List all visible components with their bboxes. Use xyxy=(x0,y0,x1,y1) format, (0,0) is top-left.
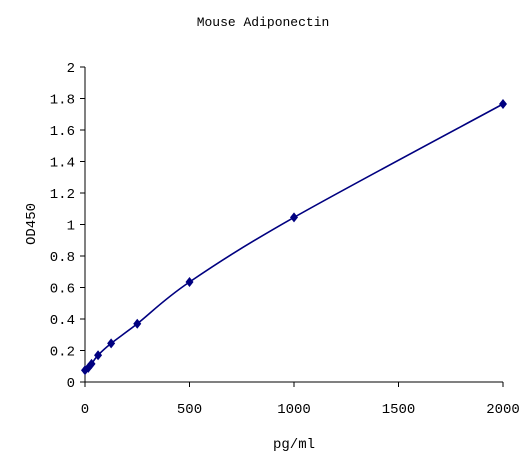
data-point xyxy=(94,350,103,361)
x-tick-label: 1500 xyxy=(382,402,416,418)
data-point xyxy=(290,212,298,223)
y-tick-label: 0.8 xyxy=(50,250,75,266)
y-tick-label: 0.6 xyxy=(50,282,75,298)
y-tick-label: 1.6 xyxy=(50,124,75,140)
data-point xyxy=(133,318,142,329)
y-ticks: 0 0.2 0.4 0.6 0.8 1 1.2 1.4 1.6 1.8 2 xyxy=(50,61,85,392)
y-tick-label: 0 xyxy=(67,376,75,392)
y-tick-label: 0.2 xyxy=(50,345,75,361)
y-tick-label: 1 xyxy=(67,219,75,235)
y-tick-label: 2 xyxy=(67,61,75,77)
series-markers xyxy=(81,99,507,376)
x-tick-label: 500 xyxy=(177,402,202,418)
y-tick-label: 1.2 xyxy=(50,187,75,203)
x-ticks: 0 500 1000 1500 2000 xyxy=(81,382,520,418)
x-tick-label: 2000 xyxy=(486,402,520,418)
x-tick-label: 1000 xyxy=(277,402,311,418)
data-point xyxy=(87,358,96,369)
data-point xyxy=(185,276,194,287)
y-axis-title: OD450 xyxy=(24,203,40,245)
y-tick-label: 1.4 xyxy=(50,156,75,172)
chart-title: Mouse Adiponectin xyxy=(197,15,330,30)
series-fit-curve xyxy=(84,103,504,371)
y-tick-label: 0.4 xyxy=(50,313,75,329)
y-tick-label: 1.8 xyxy=(50,93,75,109)
x-tick-label: 0 xyxy=(81,402,89,418)
data-point xyxy=(499,99,507,110)
data-point xyxy=(107,338,116,349)
x-axis-title: pg/ml xyxy=(273,437,315,453)
plot-area: 0 0.2 0.4 0.6 0.8 1 1.2 1.4 1.6 1.8 2 0 500 1000 1500… xyxy=(50,61,520,418)
